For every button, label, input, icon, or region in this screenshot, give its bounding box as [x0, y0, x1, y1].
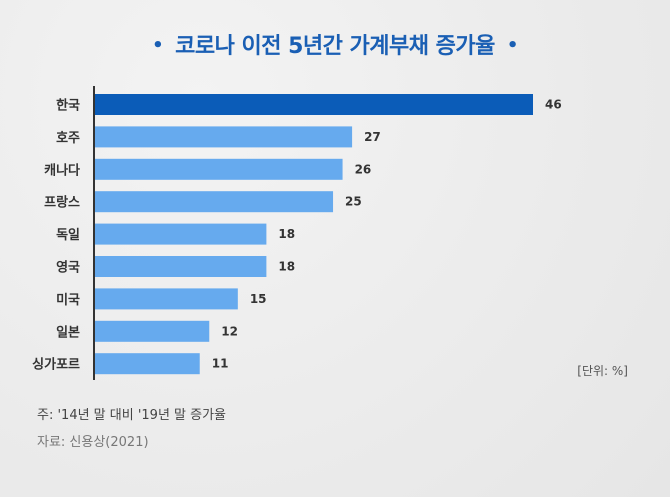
value-label-2: 26 [355, 162, 372, 176]
category-label-8: 싱가포르 [32, 358, 80, 373]
bar-0 [95, 94, 533, 115]
category-label-1: 호주 [56, 131, 80, 146]
bar-7 [95, 320, 210, 342]
category-label-3: 프랑스 [44, 196, 80, 211]
unit-label: [단위: %] [577, 364, 628, 378]
bar-5 [95, 256, 267, 277]
value-label-8: 11 [212, 357, 229, 371]
category-label-0: 한국 [56, 98, 80, 114]
value-label-5: 18 [278, 260, 295, 274]
category-label-7: 일본 [56, 325, 80, 340]
bar-2 [95, 158, 343, 180]
bar-8 [95, 353, 200, 375]
category-label-5: 영국 [56, 261, 80, 276]
title-bullet-left: • [152, 35, 164, 56]
value-label-6: 15 [250, 292, 267, 306]
chart-title-text: 코로나 이전 5년간 가계부채 증가율 [175, 34, 495, 59]
bar-4 [95, 223, 267, 245]
bar-1 [95, 126, 353, 148]
value-label-3: 25 [345, 195, 362, 209]
value-label-7: 12 [221, 324, 238, 338]
value-label-0: 46 [545, 98, 562, 112]
category-label-4: 독일 [56, 228, 80, 243]
footnote: 주: '14년 말 대비 '19년 말 증가율 [37, 408, 227, 423]
category-label-6: 미국 [56, 292, 80, 308]
value-label-1: 27 [364, 130, 381, 144]
source-note: 자료: 신용상(2021) [37, 435, 149, 450]
bar-group: 한국 46 호주 27 캐나다 26 프랑스 25 독일 18 영국 18 미국 15 일본 12 싱가포르 11 [32, 94, 562, 375]
category-label-2: 캐나다 [44, 162, 80, 178]
bar-3 [95, 191, 334, 213]
value-label-4: 18 [278, 227, 295, 241]
bar-6 [95, 288, 238, 310]
chart-title: • 코로나 이전 5년간 가계부채 증가율 • [0, 28, 670, 60]
title-bullet-right: • [506, 35, 519, 56]
